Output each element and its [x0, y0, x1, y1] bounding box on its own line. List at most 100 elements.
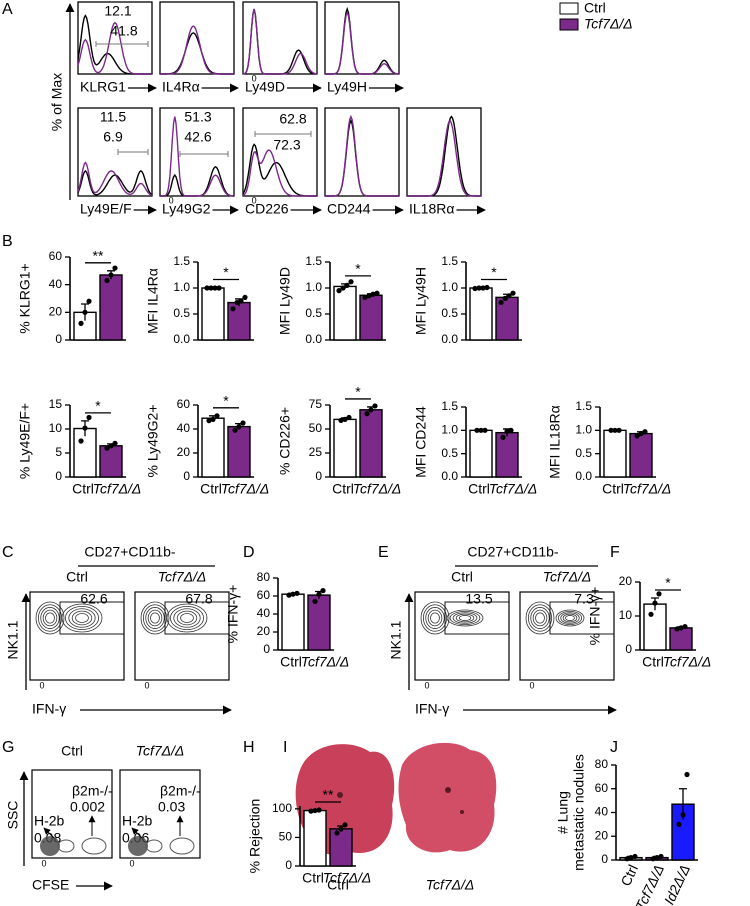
- data-point: [232, 427, 238, 433]
- contour: [560, 612, 580, 624]
- y-tick-label: 1.5: [441, 399, 458, 413]
- data-point: [212, 285, 218, 291]
- y-axis-label: MFI CD244: [413, 406, 429, 478]
- data-point: [372, 403, 378, 409]
- data-point: [628, 855, 634, 861]
- data-point: [108, 443, 114, 449]
- bar: [303, 809, 327, 867]
- data-point: [236, 424, 242, 430]
- significance: *: [95, 398, 101, 414]
- data-point: [624, 856, 630, 862]
- y-tick-label: 40: [595, 805, 609, 819]
- y-tick-label: 20: [177, 445, 191, 459]
- data-point: [484, 284, 490, 291]
- data-point: [366, 293, 372, 299]
- contour: [562, 613, 578, 623]
- y-tick-label: 0.5: [305, 306, 322, 320]
- y-tick-label: 75: [309, 397, 323, 411]
- y-tick-label: 1.5: [441, 254, 458, 268]
- data-point: [676, 821, 682, 827]
- histogram-curve: [160, 25, 234, 75]
- gate-value: 13.5: [465, 591, 492, 607]
- contour: [40, 607, 60, 629]
- gate-label: β2m-/-: [160, 783, 201, 799]
- bar: [629, 432, 653, 478]
- y-tick-label: 0: [625, 642, 632, 656]
- y-tick-label: 40: [49, 277, 63, 291]
- histogram-curve: [325, 6, 399, 75]
- histogram-curve: [160, 116, 235, 197]
- x-tick-label: Ctrl: [280, 654, 302, 670]
- bar: [359, 294, 383, 341]
- data-point: [342, 822, 348, 828]
- data-point: [480, 285, 486, 291]
- y-tick-label: 60: [257, 588, 271, 602]
- data-point: [104, 277, 110, 284]
- gate-arrow: [131, 827, 143, 839]
- histogram-marker: KLRG1: [80, 79, 126, 95]
- flow-plot-frame: [31, 769, 113, 859]
- contour: [449, 610, 481, 626]
- data-point: [78, 438, 84, 444]
- data-point: [316, 807, 322, 813]
- data-point: [336, 288, 342, 294]
- y-tick-label: 0: [55, 332, 62, 346]
- histogram-curve: [407, 115, 481, 197]
- data-point: [362, 294, 368, 300]
- zero-tick: 0: [169, 195, 174, 205]
- data-point: [472, 285, 478, 292]
- y-tick-label: 0.0: [305, 332, 322, 346]
- data-point: [478, 427, 484, 433]
- image-label: Tcf7Δ/Δ: [426, 877, 475, 893]
- panel-letter: B: [2, 233, 13, 250]
- population: [40, 836, 60, 856]
- flow-plot-frame: [519, 591, 615, 681]
- y-tick-label: 40: [257, 606, 271, 620]
- flow-plot-frame: [134, 591, 230, 681]
- y-tick-label: 0.0: [173, 332, 190, 346]
- data-point: [648, 611, 654, 617]
- x-tick-label: Tcf7Δ/Δ: [353, 481, 402, 497]
- data-point: [474, 427, 480, 433]
- contour: [68, 608, 96, 628]
- image-label: Ctrl: [327, 877, 349, 893]
- gate: [549, 601, 615, 635]
- contour: [150, 612, 160, 624]
- y-tick-label: 60: [177, 397, 191, 411]
- contour: [65, 605, 100, 631]
- bar: [307, 594, 331, 651]
- histogram-frame: [406, 107, 482, 197]
- y-tick-label: 0.0: [575, 469, 592, 483]
- histogram-frame: [77, 107, 153, 197]
- bar: [99, 445, 123, 478]
- data-point: [334, 830, 340, 836]
- histogram-curve: [325, 10, 400, 75]
- x-tick-label: Tcf7Δ/Δ: [489, 481, 538, 497]
- sample-label: Tcf7Δ/Δ: [158, 569, 207, 585]
- contour: [180, 613, 194, 623]
- y-tick-label: 0.5: [441, 446, 458, 460]
- significance: **: [93, 248, 104, 264]
- panel-letter: H: [243, 739, 255, 756]
- significance: *: [223, 264, 229, 280]
- legend-label: Tcf7Δ/Δ: [584, 16, 633, 32]
- histogram-marker: Ly49H: [327, 79, 367, 95]
- data-point: [316, 591, 322, 597]
- data-point: [502, 295, 508, 301]
- gate-value: 67.8: [185, 591, 212, 607]
- gate-value: 51.3: [184, 109, 211, 125]
- data-point: [476, 285, 482, 291]
- contour: [458, 615, 472, 621]
- panel-letter: J: [610, 739, 618, 756]
- data-point: [608, 427, 614, 433]
- histogram-curve: [77, 161, 153, 197]
- contour: [37, 604, 63, 632]
- data-point: [104, 445, 110, 451]
- contour: [535, 612, 545, 624]
- data-point: [498, 299, 504, 306]
- y-tick-label: 80: [595, 757, 609, 771]
- contour: [140, 601, 170, 635]
- gate-value: 62.8: [279, 111, 306, 127]
- contour: [75, 613, 89, 623]
- y-tick-label: 0.0: [441, 469, 458, 483]
